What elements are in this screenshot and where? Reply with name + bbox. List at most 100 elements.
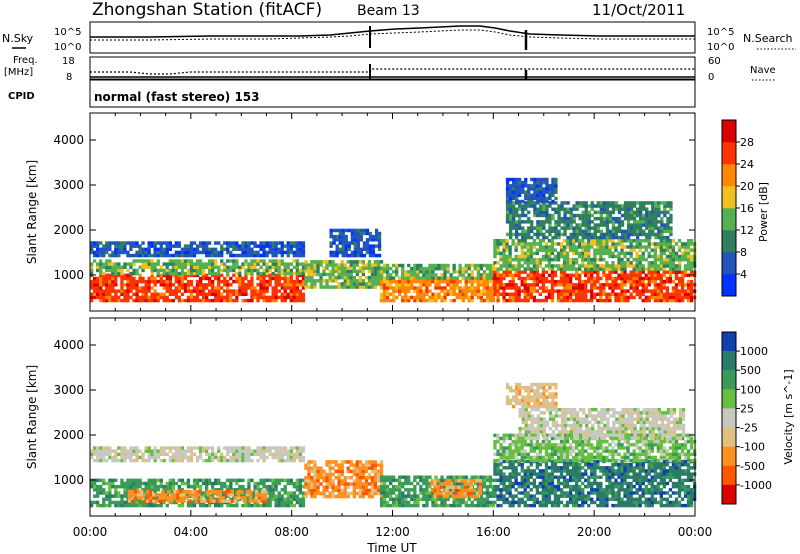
heat-cell [99, 484, 103, 489]
heat-cell [509, 177, 513, 182]
heat-cell [559, 267, 564, 271]
heat-cell [144, 484, 148, 489]
heat-cell [211, 289, 215, 293]
heat-cell [515, 207, 519, 211]
heat-cell [476, 273, 480, 277]
heat-cell [96, 250, 100, 255]
heat-cell [660, 223, 664, 227]
heat-cell [283, 298, 287, 303]
heat-cell [563, 207, 567, 211]
heat-cell [186, 455, 191, 460]
heat-cell [153, 455, 157, 460]
heat-cell [554, 226, 558, 230]
heat-cell [235, 478, 239, 483]
heat-cell [440, 289, 444, 293]
heat-cell [545, 210, 549, 215]
heat-cell [526, 251, 530, 256]
heat-cell [280, 494, 284, 498]
heat-cell [455, 270, 459, 274]
heat-cell [177, 286, 181, 290]
heat-cell [563, 210, 567, 215]
heat-cell [416, 503, 420, 508]
heat-cell [138, 244, 142, 248]
heat-cell [653, 267, 657, 271]
heat-cell [581, 248, 585, 252]
heat-cell [511, 279, 515, 284]
heat-cell [186, 286, 191, 290]
heat-cell [596, 279, 600, 284]
heat-cell [446, 263, 450, 268]
heat-cell [268, 247, 272, 251]
heat-cell [562, 283, 567, 287]
heat-cell [256, 488, 260, 492]
heat-cell [283, 446, 287, 450]
heat-cell [611, 276, 615, 281]
heat-cell [578, 216, 582, 221]
heat-cell [361, 263, 365, 267]
heat-cell [93, 500, 97, 505]
heat-cell [505, 264, 509, 268]
heat-cell [566, 210, 570, 215]
heat-cell [238, 244, 242, 248]
heat-cell [340, 479, 344, 483]
heat-cell [195, 262, 200, 266]
heat-cell [382, 484, 387, 489]
heat-cell [139, 496, 144, 500]
heat-cell [666, 226, 670, 230]
heat-cell [144, 488, 148, 492]
heat-cell [111, 253, 115, 258]
heat-cell [307, 279, 311, 283]
heat-cell [653, 273, 657, 278]
nsearch-tick-bottom: 10^0 [707, 42, 734, 53]
heat-cell [201, 247, 206, 251]
heat-cell [180, 503, 185, 508]
heat-cell [90, 268, 94, 273]
heat-cell [331, 491, 335, 496]
heat-cell [126, 455, 130, 460]
heat-cell [105, 244, 109, 248]
heat-cell [253, 253, 257, 258]
heat-cell [334, 488, 338, 492]
heat-cell [398, 289, 402, 293]
heat-cell [208, 452, 212, 456]
heat-cell [114, 279, 118, 284]
heat-cell [677, 279, 682, 284]
heat-cell [518, 190, 522, 194]
heat-cell [93, 295, 97, 300]
heat-cell [559, 270, 564, 274]
heat-cell [499, 283, 503, 287]
heat-cell [341, 250, 345, 255]
heat-cell [286, 491, 290, 495]
heat-cell [635, 273, 639, 278]
heat-cell [256, 484, 260, 489]
heat-cell [205, 295, 209, 300]
heat-cell [232, 241, 236, 245]
heat-cell [338, 250, 342, 255]
heat-cell [599, 245, 603, 249]
heat-cell [129, 273, 133, 278]
heat-cell [539, 180, 543, 185]
heat-cell [123, 283, 127, 287]
heat-cell [542, 226, 546, 230]
heat-cell [358, 260, 362, 264]
heat-cell [102, 295, 106, 300]
heat-cell [334, 463, 338, 467]
heat-cell [547, 245, 552, 249]
heat-cell [238, 478, 242, 483]
heat-cell [268, 488, 272, 492]
heat-cell [505, 196, 510, 201]
heat-cell [470, 298, 474, 303]
heat-cell [660, 235, 664, 240]
heat-cell [114, 253, 118, 258]
heat-cell [398, 494, 402, 498]
heat-cell [174, 244, 178, 248]
heat-cell [662, 279, 666, 284]
heat-cell [431, 263, 435, 268]
heat-cell [671, 254, 676, 259]
heat-cell [524, 180, 528, 185]
heat-cell [407, 500, 411, 505]
heat-cell [108, 253, 112, 258]
heat-cell [617, 204, 622, 208]
heat-cell [328, 482, 332, 486]
heat-cell [686, 292, 691, 296]
